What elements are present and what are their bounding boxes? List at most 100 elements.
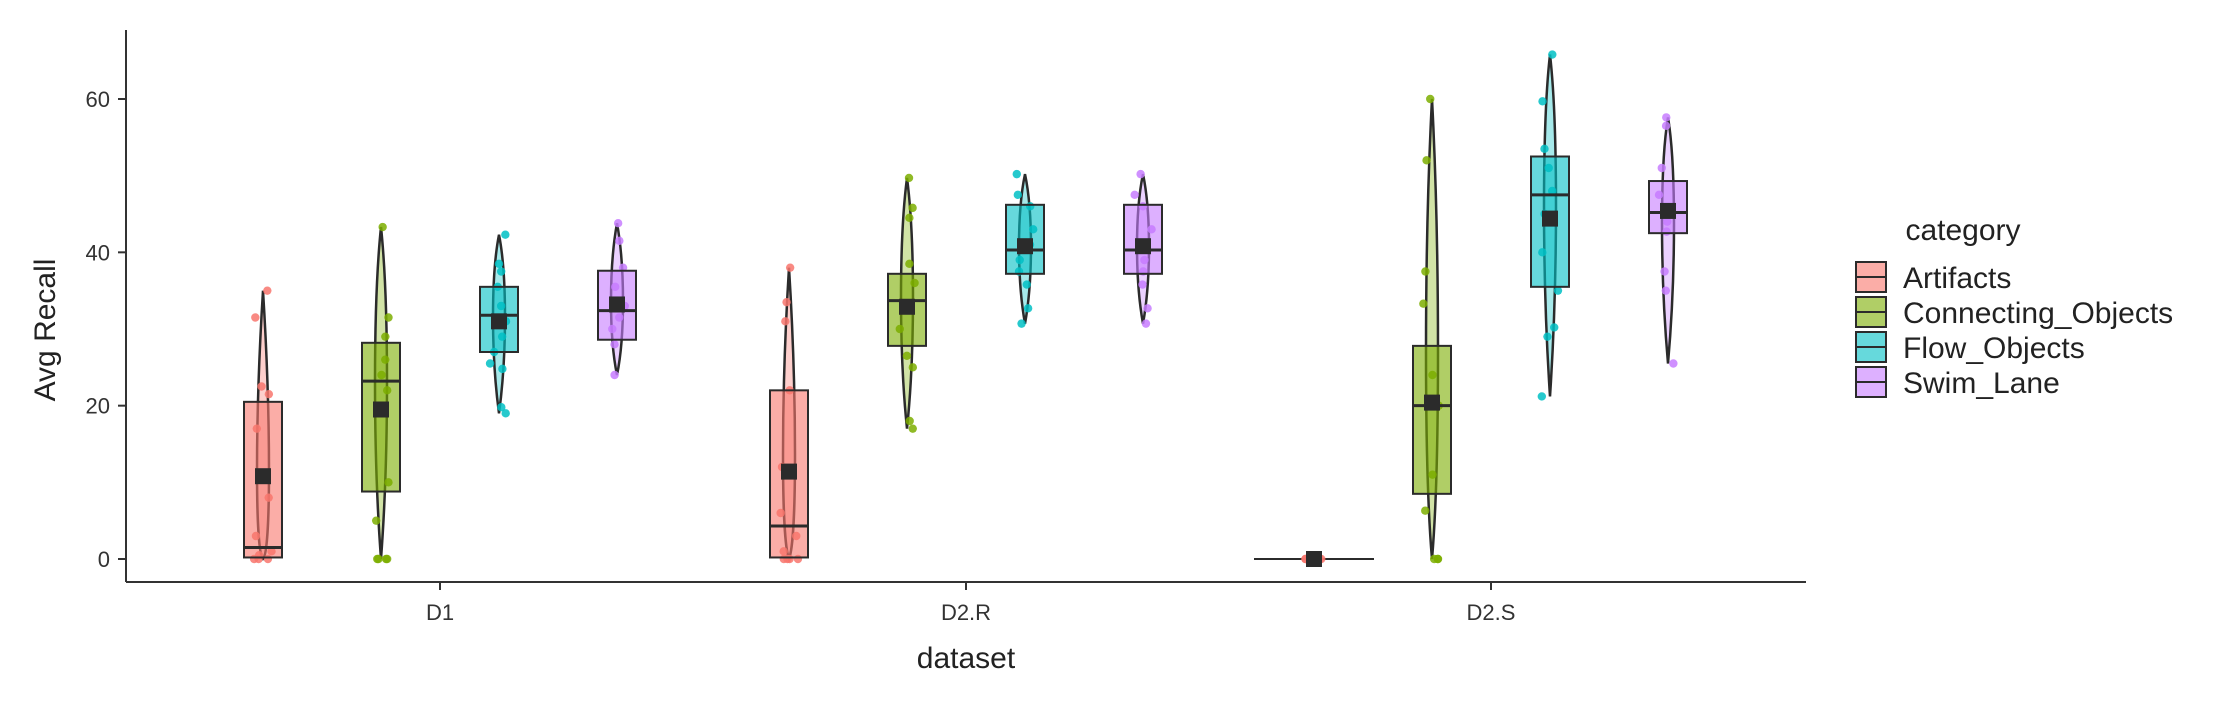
y-axis-title: Avg Recall [29, 259, 62, 402]
legend-items: ArtifactsConnecting_ObjectsFlow_ObjectsS… [1855, 261, 2173, 400]
data-point [1143, 304, 1152, 313]
data-point [905, 416, 914, 426]
axes-layer: 0 20 40 60 D1 D2.R D2.S [86, 30, 1806, 625]
box-artifacts-d1 [243, 286, 283, 564]
data-point [257, 382, 266, 391]
data-point [501, 409, 510, 418]
data-point [782, 297, 791, 307]
data-point [1022, 280, 1031, 289]
data-point [610, 340, 619, 349]
data-point [610, 370, 619, 380]
x-axis-title: dataset [917, 642, 1016, 675]
marks-layer [243, 50, 1688, 567]
x-tick-label-D1: D1 [426, 600, 454, 625]
data-point [613, 219, 623, 228]
data-point [904, 173, 914, 183]
data-point [378, 222, 387, 232]
data-point [1013, 190, 1023, 200]
legend-title: category [1905, 214, 2020, 247]
mean-marker [1306, 551, 1322, 567]
box-swim-lane-d1 [597, 219, 637, 380]
mean-marker [1424, 394, 1440, 411]
box-artifacts-d2.r [769, 263, 809, 564]
mean-marker [255, 468, 271, 485]
data-point [1422, 156, 1431, 165]
box-rect [479, 285, 519, 354]
data-point [1537, 392, 1547, 401]
data-point [1550, 323, 1559, 332]
data-point [1661, 286, 1671, 295]
data-point [1426, 94, 1435, 104]
data-point [1419, 299, 1428, 308]
data-point [905, 213, 914, 223]
legend-item-connecting-objects: Connecting_Objects [1855, 296, 2173, 330]
data-point [374, 554, 383, 564]
data-point [1669, 359, 1678, 368]
mean-marker [781, 463, 797, 480]
y-tick-label-0: 0 [98, 547, 110, 572]
data-point [1429, 554, 1439, 564]
data-point [381, 554, 391, 564]
data-point [908, 363, 918, 372]
box-rect [1412, 344, 1452, 495]
violin [1660, 117, 1676, 364]
data-point [1540, 144, 1549, 154]
mean-marker [1660, 202, 1676, 219]
legend-item-artifacts: Artifacts [1855, 261, 2011, 295]
data-point [1662, 113, 1671, 122]
data-point [908, 203, 917, 213]
data-point [1661, 121, 1671, 131]
mean-marker [1017, 238, 1033, 255]
data-point [1538, 97, 1547, 106]
x-tick-label-D2.S: D2.S [1467, 600, 1516, 625]
data-point [371, 516, 381, 525]
data-point [1548, 50, 1557, 59]
y-tick-label-60: 60 [86, 87, 110, 112]
mean-marker [373, 401, 389, 418]
y-tick-label-40: 40 [86, 240, 110, 265]
mean-marker [609, 296, 625, 313]
data-point [785, 263, 795, 272]
box-flow-objects-d1 [479, 230, 519, 418]
data-point [1657, 163, 1666, 173]
box-swim-lane-d2.r [1123, 169, 1163, 328]
data-point [494, 259, 504, 269]
data-point [496, 267, 506, 276]
box-swim-lane-d2.s [1648, 113, 1688, 368]
data-point [497, 403, 506, 412]
data-point [501, 230, 510, 239]
data-point [1138, 280, 1147, 289]
data-point [1543, 332, 1552, 341]
box-artifacts-d2.s [1254, 551, 1374, 567]
mean-marker [899, 298, 915, 315]
legend-item-swim-lane: Swim_Lane [1855, 366, 2060, 400]
data-point [498, 364, 507, 374]
legend-label-artifacts: Artifacts [1903, 262, 2011, 295]
box-flow-objects-d2.s [1530, 50, 1570, 401]
box-connecting-objects-d1 [361, 222, 401, 564]
box-flow-objects-d2.r [1005, 169, 1045, 328]
legend: category ArtifactsConnecting_ObjectsFlow… [1855, 214, 2173, 400]
mean-marker [1542, 210, 1558, 227]
data-point [485, 359, 495, 368]
data-point [1136, 169, 1145, 179]
data-point [1012, 169, 1021, 179]
data-point [1553, 286, 1563, 295]
data-point [615, 236, 624, 246]
data-point [263, 286, 272, 295]
data-point [251, 313, 260, 322]
legend-item-flow-objects: Flow_Objects [1855, 331, 2085, 365]
data-point [1660, 267, 1669, 276]
box-connecting-objects-d2.r [887, 173, 927, 433]
data-point [781, 317, 790, 326]
data-point [264, 389, 274, 399]
data-point [902, 351, 912, 361]
data-point [1421, 506, 1430, 515]
data-point [908, 424, 917, 433]
data-point [384, 313, 393, 322]
data-point [1023, 304, 1033, 313]
mean-marker [1135, 238, 1151, 255]
legend-label-flow-objects: Flow_Objects [1903, 332, 2085, 365]
data-point [381, 332, 390, 341]
